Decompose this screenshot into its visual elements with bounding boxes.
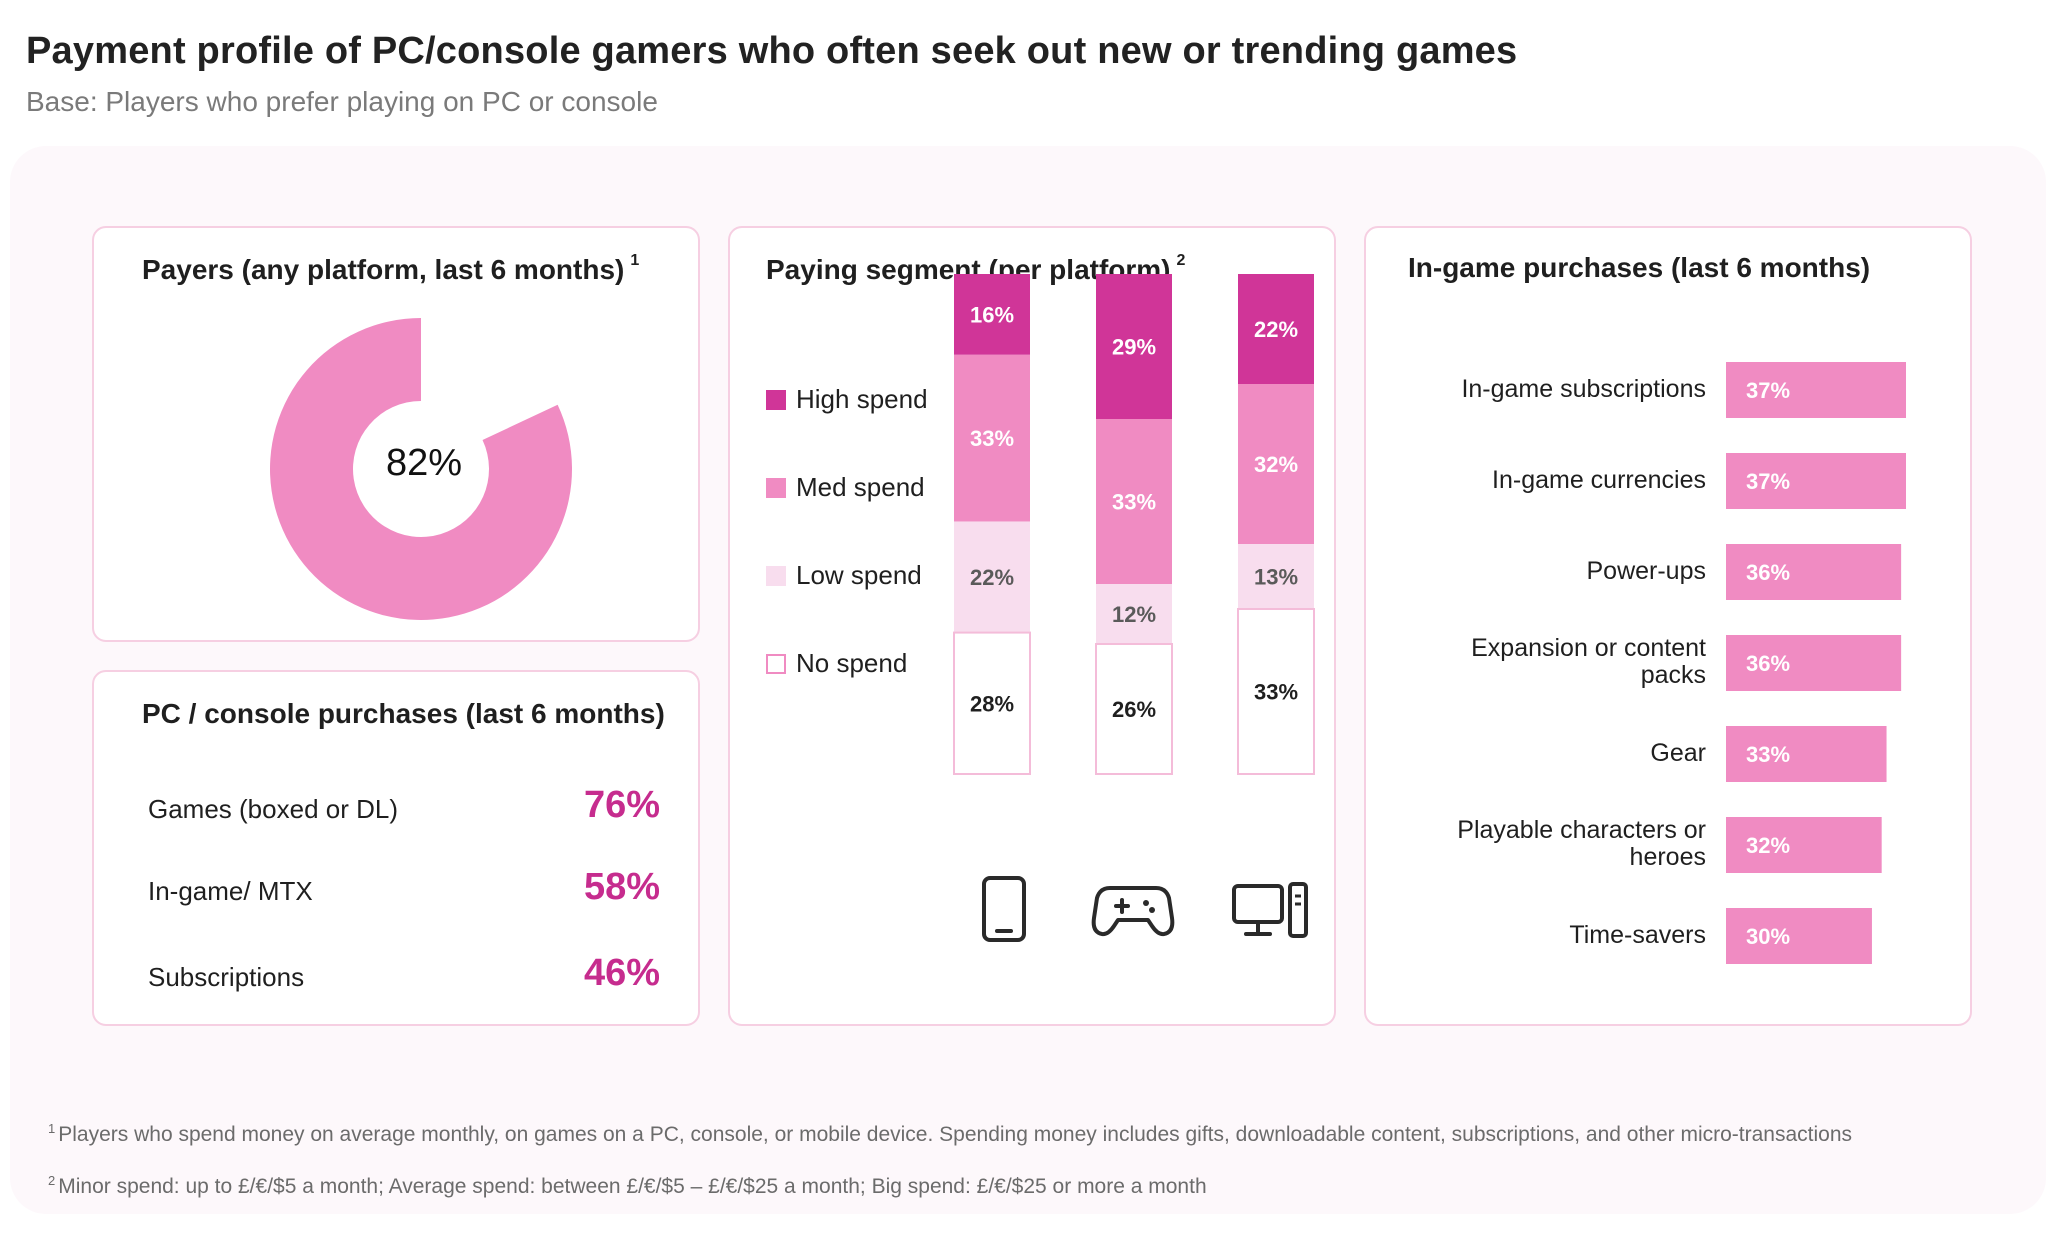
- in-game-bar-power-ups: [1726, 544, 1902, 600]
- segment-label-mobile-low-spend: 22%: [970, 565, 1014, 590]
- segment-bar-pc-med-spend: [1238, 384, 1314, 544]
- footnote-1-text: Players who spend money on average month…: [58, 1123, 1853, 1146]
- purchase-value-subscriptions: 46%: [583, 952, 660, 994]
- page-subtitle: Base: Players who prefer playing on PC o…: [26, 86, 658, 117]
- legend-label-low: Low spend: [796, 560, 922, 590]
- in-game-value-power-ups: 36%: [1746, 560, 1790, 585]
- segment-label-mobile-med-spend: 33%: [970, 426, 1014, 451]
- segment-bar-console-med-spend: [1096, 419, 1172, 584]
- segment-bar-mobile-high-spend: [954, 274, 1030, 355]
- in-game-value-expansion-or-content-packs: 36%: [1746, 651, 1790, 676]
- segment-stacked-bar-chart: 16% 33% 22% 28% 29% 33% 12% 26% 22% 32% 13% 33%: [953, 274, 1315, 942]
- legend-label-high: High spend: [796, 384, 928, 414]
- legend-low-spend: Low spend: [766, 560, 922, 591]
- footnote-1: 1 Players who spend money on average mont…: [48, 1116, 1988, 1148]
- in-game-value-in-game-currencies: 37%: [1746, 469, 1790, 494]
- payers-title: Payers (any platform, last 6 months) 1: [142, 252, 640, 286]
- in-game-bar-chart: 37% 37% 36% 36% 33% 32% 30%: [1726, 362, 1906, 964]
- segment-footnote-ref: 2: [1176, 252, 1186, 269]
- in-game-bar-in-game-subscriptions: [1726, 362, 1906, 418]
- segment-bar-mobile-low-spend: [954, 521, 1030, 633]
- purchase-value-games: 76%: [583, 784, 660, 826]
- gamepad-icon: [1091, 886, 1175, 937]
- in-game-value-time-savers: 30%: [1746, 924, 1790, 949]
- legend-high-spend: High spend: [766, 384, 928, 415]
- legend-swatch-none: [766, 653, 786, 674]
- in-game-bar-gear: [1726, 726, 1887, 782]
- segment-label-pc-low-spend: 13%: [1254, 565, 1298, 590]
- segment-bar-mobile-med-spend: [954, 354, 1030, 522]
- in-game-card: In-game purchases (last 6 months) In-gam…: [1364, 226, 1972, 1026]
- mobile-phone-icon: [982, 876, 1026, 942]
- purchase-label-mtx: In-game/ MTX: [148, 876, 313, 906]
- payers-card: Payers (any platform, last 6 months) 1 82…: [92, 226, 700, 642]
- segment-label-console-med-spend: 33%: [1112, 490, 1156, 515]
- segment-label-console-high-spend: 29%: [1112, 335, 1156, 360]
- segment-card: Paying segment (per platform) 2 High spen…: [728, 226, 1336, 1026]
- purchases-title: PC / console purchases (last 6 months): [142, 698, 665, 729]
- in-game-label-in-game-currencies: In-game currencies: [1492, 466, 1706, 494]
- in-game-label-in-game-subscriptions: In-game subscriptions: [1461, 375, 1706, 403]
- segment-bar-mobile-no-spend: [953, 631, 1031, 775]
- footnote-2: 2 Minor spend: up to £/€/$5 a month; Aver…: [48, 1168, 1988, 1200]
- segment-label-pc-med-spend: 32%: [1254, 452, 1298, 477]
- segment-label-console-no-spend: 26%: [1112, 697, 1156, 722]
- in-game-label-expansion-or-content-packs: Expansion or content packs: [1471, 634, 1706, 689]
- in-game-bar-time-savers: [1726, 908, 1872, 964]
- legend-no-spend: No spend: [766, 648, 907, 679]
- segment-label-pc-high-spend: 22%: [1254, 317, 1298, 342]
- in-game-bar-playable-characters-or-heroes: [1726, 817, 1882, 873]
- legend-label-none: No spend: [796, 648, 908, 678]
- footnote-1-ref: 1: [48, 1121, 56, 1136]
- segment-bar-pc-low-spend: [1238, 544, 1314, 609]
- in-game-label-power-ups: Power-ups: [1586, 557, 1707, 585]
- legend-label-med: Med spend: [796, 472, 925, 502]
- in-game-value-in-game-subscriptions: 37%: [1746, 378, 1790, 403]
- footnote-2-ref: 2: [48, 1173, 56, 1188]
- purchase-label-subscriptions: Subscriptions: [148, 962, 305, 992]
- segment-label-mobile-high-spend: 16%: [970, 302, 1014, 327]
- in-game-bar-in-game-currencies: [1726, 453, 1906, 509]
- segment-bar-pc-high-spend: [1238, 274, 1314, 384]
- in-game-value-gear: 33%: [1746, 742, 1790, 767]
- segment-label-pc-no-spend: 33%: [1254, 680, 1298, 705]
- segment-bar-console-low-spend: [1096, 584, 1172, 644]
- segment-bar-pc-no-spend: [1237, 608, 1315, 775]
- payers-donut-value: 82%: [385, 442, 463, 484]
- in-game-label-time-savers: Time-savers: [1569, 921, 1706, 949]
- purchase-label-games: Games (boxed or DL): [148, 794, 398, 824]
- page-title: Payment profile of PC/console gamers who…: [26, 30, 1518, 72]
- purchases-card: PC / console purchases (last 6 months) G…: [92, 670, 700, 1026]
- in-game-title: In-game purchases (last 6 months): [1408, 252, 1871, 283]
- legend-swatch-high: [766, 389, 786, 410]
- in-game-label-playable-characters-or-heroes: Playable characters or heroes: [1457, 816, 1706, 871]
- payers-donut-chart: [269, 318, 572, 620]
- legend-swatch-med: [766, 477, 786, 498]
- legend-swatch-low: [766, 565, 786, 586]
- payers-footnote-ref: 1: [630, 252, 640, 269]
- desktop-pc-icon: [1232, 882, 1308, 938]
- payers-donut-arc: [269, 318, 572, 620]
- segment-bar-console-no-spend: [1095, 643, 1173, 775]
- segment-label-mobile-no-spend: 28%: [970, 691, 1014, 716]
- payers-title-text: Payers (any platform, last 6 months): [142, 254, 625, 285]
- segment-label-console-low-spend: 12%: [1112, 602, 1156, 627]
- legend-med-spend: Med spend: [766, 472, 925, 503]
- in-game-label-gear: Gear: [1650, 739, 1706, 767]
- footnote-2-text: Minor spend: up to £/€/$5 a month; Avera…: [58, 1175, 1207, 1198]
- purchase-value-mtx: 58%: [583, 866, 660, 908]
- in-game-value-playable-characters-or-heroes: 32%: [1746, 833, 1790, 858]
- in-game-bar-expansion-or-content-packs: [1726, 635, 1902, 691]
- segment-bar-console-high-spend: [1096, 274, 1172, 419]
